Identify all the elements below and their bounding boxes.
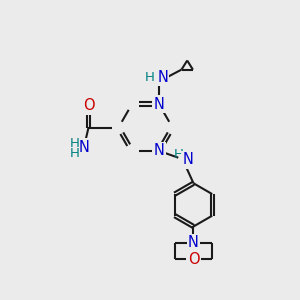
Text: N: N	[154, 97, 164, 112]
Text: N: N	[157, 70, 168, 85]
Text: N: N	[188, 236, 199, 250]
Text: H: H	[70, 147, 79, 160]
Text: H: H	[70, 137, 79, 150]
Text: N: N	[79, 140, 89, 154]
Text: N: N	[154, 143, 164, 158]
Text: O: O	[188, 252, 199, 267]
Text: H: H	[174, 148, 184, 161]
Text: O: O	[83, 98, 94, 113]
Text: N: N	[183, 152, 194, 167]
Text: H: H	[145, 70, 154, 84]
